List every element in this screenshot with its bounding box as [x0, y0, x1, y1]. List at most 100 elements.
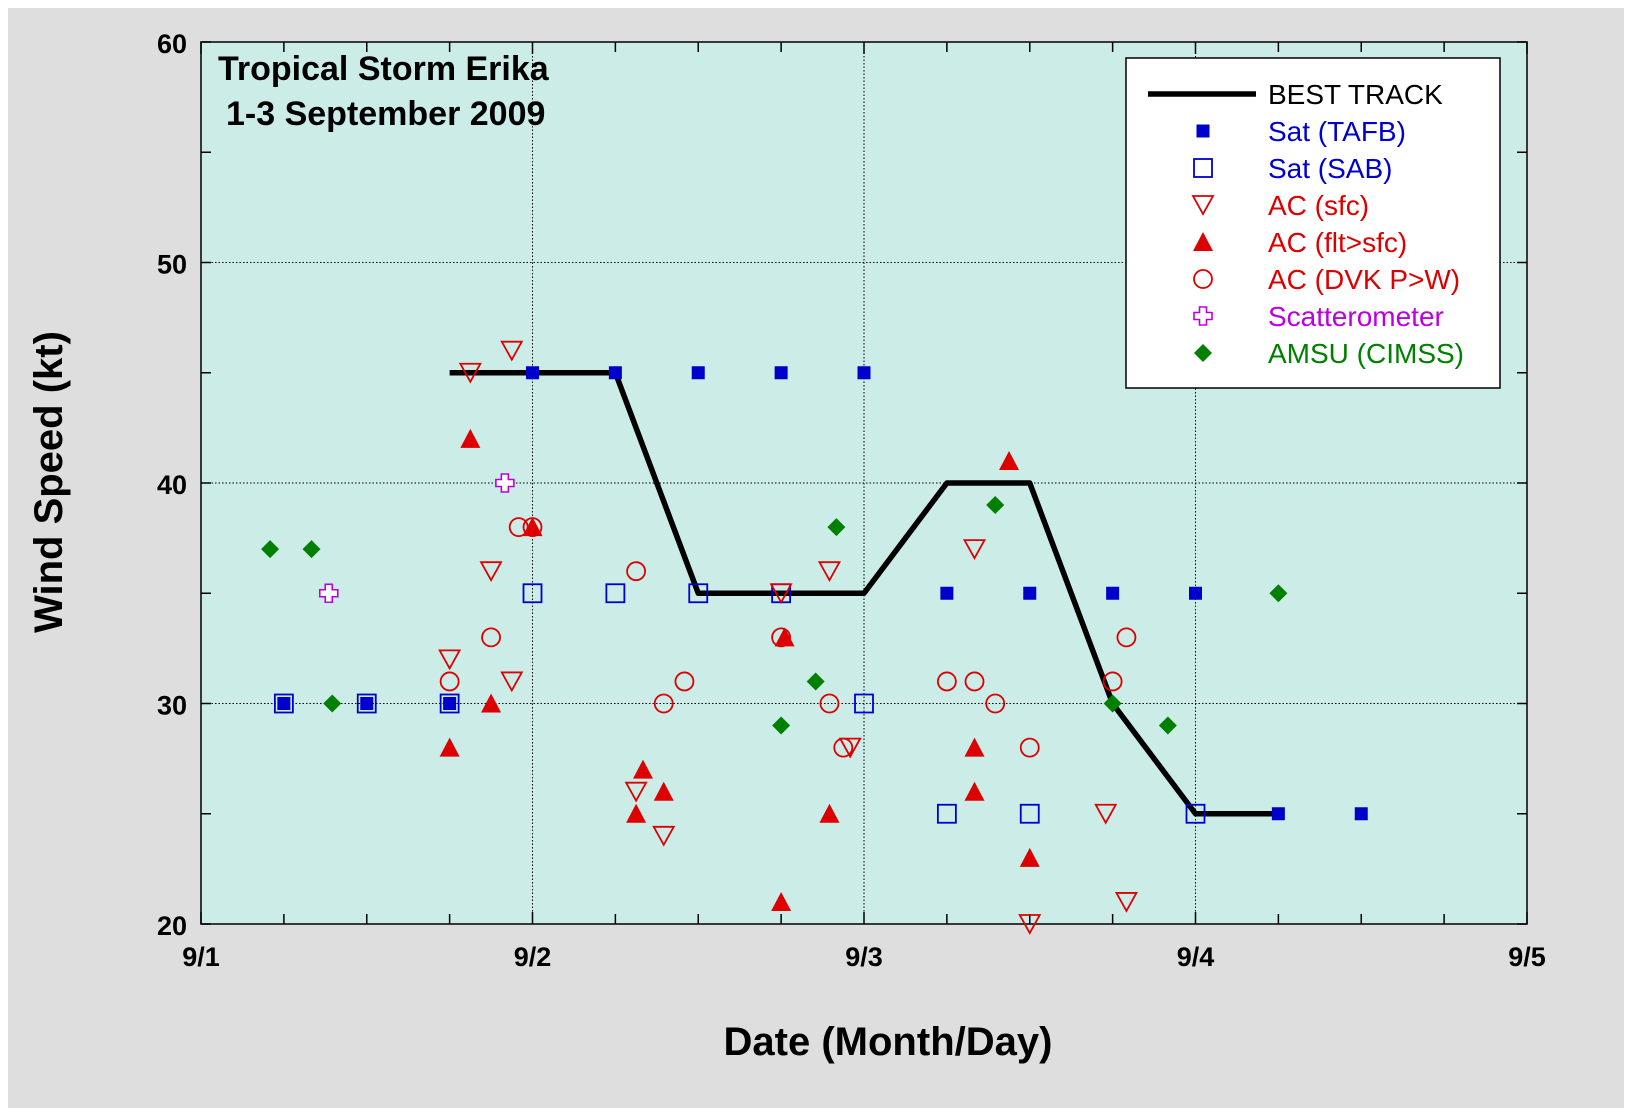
x-tick-label: 9/4: [1177, 942, 1215, 972]
legend-symbols: [1148, 91, 1256, 362]
amsu-cimss-point: [1103, 694, 1122, 713]
legend-label-sat-tafb: Sat (TAFB): [1268, 116, 1406, 147]
ac-sfc-point: [1094, 803, 1118, 825]
y-tick-label: 50: [157, 250, 187, 280]
ac-dvk-p-w-point: [674, 671, 695, 692]
sat-sab-point: [936, 803, 957, 824]
ac-flt-sfc-point: [774, 627, 795, 647]
ac-dvk-p-w-point: [936, 671, 957, 692]
ac-flt-sfc-point: [964, 737, 985, 757]
axis-ticks: [200, 41, 1528, 925]
ac-dvk-p-w-point: [964, 671, 985, 692]
ac-sfc-point: [500, 340, 524, 362]
ac-flt-sfc-point: [964, 781, 985, 801]
legend-label-scatterometer: Scatterometer: [1268, 301, 1444, 332]
sat-sab-point: [1019, 803, 1040, 824]
scatterometer-point: [318, 583, 339, 604]
ac-dvk-p-w-point: [1102, 671, 1123, 692]
sat-tafb-point: [360, 697, 374, 710]
ac-sfc-point: [652, 825, 676, 847]
ac-flt-sfc-point: [481, 693, 502, 713]
legend-label-ac-flt-sfc: AC (flt>sfc): [1268, 227, 1407, 258]
sat-sab-point: [522, 583, 543, 604]
data-markers: [261, 340, 1368, 935]
x-tick-label: 9/3: [845, 942, 883, 972]
plot-title-line-2: 1-3 September 2009: [226, 95, 545, 133]
sat-tafb-point: [857, 366, 871, 380]
amsu-cimss-point: [1158, 716, 1177, 735]
ac-flt-sfc-point: [460, 428, 481, 448]
sat-tafb-point: [526, 366, 539, 380]
ac-flt-sfc-point: [633, 759, 653, 779]
amsu-cimss-point: [1269, 584, 1288, 603]
sat-sab-point: [439, 693, 460, 714]
ac-sfc-point: [1018, 914, 1042, 935]
sat-sab-point: [688, 583, 709, 604]
best-track-line: [449, 370, 1279, 817]
sat-tafb-point: [1189, 586, 1202, 600]
sat-tafb-point: [1271, 807, 1285, 821]
ac-flt-sfc-point: [1019, 847, 1040, 867]
sat-sab-point: [854, 693, 874, 714]
ac-dvk-p-w-point: [653, 693, 674, 714]
legend-label-ac-dvk: AC (DVK P>W): [1268, 264, 1460, 295]
ac-flt-sfc-point: [653, 781, 674, 801]
sat-sab-point: [273, 693, 294, 714]
legend-label-amsu: AMSU (CIMSS): [1268, 338, 1464, 369]
sat-tafb-point: [1106, 586, 1120, 600]
plot-title-line-1: Tropical Storm Erika: [218, 50, 550, 88]
sat-sab-point: [1185, 803, 1206, 824]
y-tick-label: 40: [157, 470, 187, 500]
ac-dvk-p-w-point: [439, 671, 460, 692]
ac-sfc-point: [838, 737, 862, 759]
legend: BEST TRACK Sat (TAFB) Sat (SAB) AC (sfc)…: [1125, 57, 1501, 389]
legend-label-sat-sab: Sat (SAB): [1268, 153, 1392, 184]
legend-label-ac-sfc: AC (sfc): [1268, 190, 1369, 221]
y-tick-labels: 20 30 40 50 60: [157, 29, 187, 941]
ac-sfc-point: [962, 539, 987, 561]
scatterometer-point: [495, 473, 515, 493]
legend-label-best-track: BEST TRACK: [1268, 79, 1443, 110]
ac-dvk-p-w-point: [819, 693, 840, 714]
sat-tafb-point: [443, 697, 457, 710]
ac-sfc-point: [479, 561, 503, 583]
legend-symbol-ac-dvk-p-w: [1193, 269, 1213, 289]
sat-sab-point: [605, 583, 626, 604]
legend-symbol-amsu-cimss: [1194, 344, 1212, 362]
sat-tafb-point: [691, 366, 705, 380]
ac-dvk-p-w-point: [626, 561, 646, 582]
amsu-cimss-point: [323, 694, 342, 713]
x-tick-label: 9/5: [1508, 942, 1546, 972]
ac-flt-sfc-point: [626, 803, 647, 823]
legend-symbol-sat-tafb: [1196, 124, 1210, 138]
sat-tafb-point: [1354, 807, 1368, 821]
amsu-cimss-point: [986, 496, 1005, 515]
legend-symbol-scatterometer: [1193, 306, 1213, 326]
sat-tafb-point: [940, 586, 954, 600]
ac-sfc-point: [1114, 892, 1138, 913]
amsu-cimss-point: [827, 518, 846, 537]
x-tick-labels: 9/1 9/2 9/3 9/4 9/5: [182, 942, 1546, 972]
legend-symbol-ac-flt-sfc: [1193, 232, 1213, 251]
x-axis-title: Date (Month/Day): [724, 1020, 1053, 1064]
ac-sfc-point: [458, 362, 482, 384]
amsu-cimss-point: [302, 540, 321, 559]
x-tick-label: 9/2: [514, 942, 552, 972]
legend-box: [1125, 57, 1501, 389]
sat-tafb-point: [1023, 586, 1037, 600]
y-tick-label: 30: [157, 691, 187, 721]
y-tick-label: 60: [157, 29, 187, 59]
sat-tafb-point: [608, 366, 622, 380]
amsu-cimss-point: [806, 672, 825, 691]
ac-dvk-p-w-point: [481, 627, 501, 648]
ac-flt-sfc-point: [439, 737, 460, 757]
ac-flt-sfc-point: [819, 803, 840, 823]
ac-flt-sfc-point: [771, 891, 792, 911]
ac-flt-sfc-point: [522, 517, 543, 537]
ac-dvk-p-w-point: [1116, 627, 1137, 648]
ac-sfc-point: [438, 649, 462, 671]
best-track-line-group: [449, 370, 1279, 817]
legend-symbol-ac-sfc: [1191, 195, 1215, 216]
sat-tafb-point: [277, 697, 291, 710]
